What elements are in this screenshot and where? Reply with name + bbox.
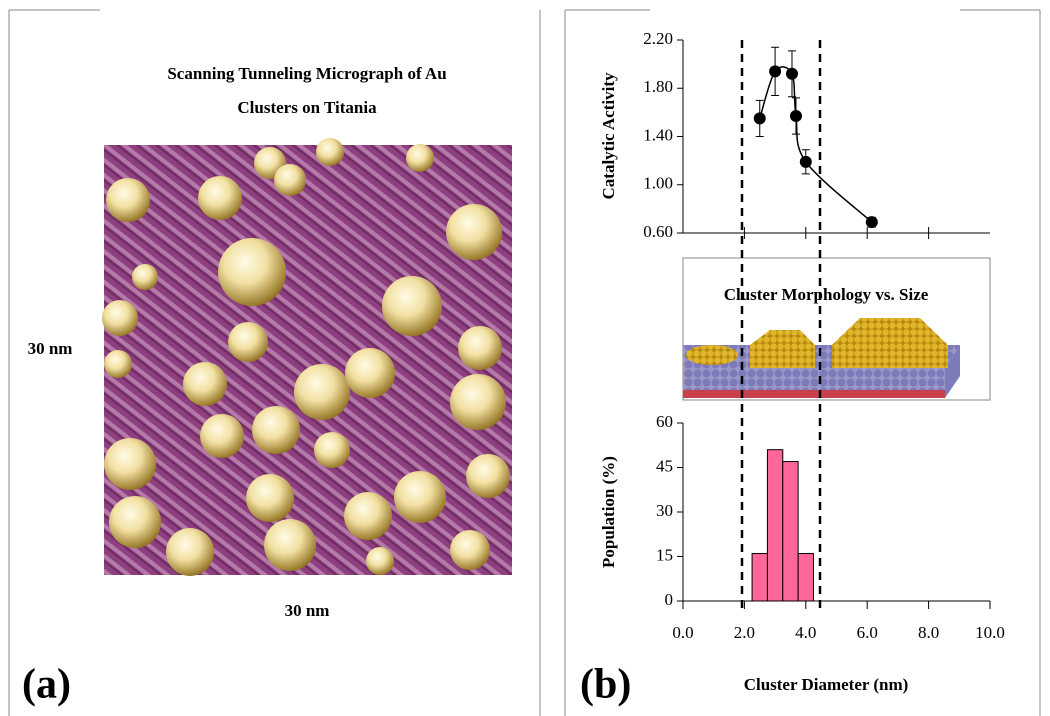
morphology-image [682, 257, 991, 401]
side-scale: 30 nm [28, 339, 73, 358]
x-tick-label: 6.0 [857, 623, 878, 642]
y-tick-label: 15 [656, 545, 673, 564]
y-tick-label: 30 [656, 501, 673, 520]
point [753, 112, 766, 125]
y-tick-label: 60 [656, 412, 673, 431]
bar [766, 449, 784, 602]
y-tick-label: 1.00 [643, 174, 673, 193]
panel-a-title: Clusters on Titania [237, 98, 377, 117]
morphology-title: Cluster Morphology vs. Size [724, 285, 929, 304]
x-tick-label: 0.0 [672, 623, 693, 642]
point [799, 155, 812, 168]
bottom-scale: 30 nm [285, 601, 330, 620]
y-axis-label: Population (%) [599, 456, 618, 568]
x-tick-label: 10.0 [975, 623, 1005, 642]
bar [782, 461, 799, 602]
point [769, 65, 782, 78]
y-axis-label: Catalytic Activity [599, 72, 618, 199]
bar [751, 553, 768, 602]
line [759, 66, 873, 223]
x-axis-label: Cluster Diameter (nm) [744, 675, 909, 694]
panel-label: (b) [580, 662, 631, 708]
bar [797, 553, 814, 602]
x-tick-label: 4.0 [795, 623, 816, 642]
y-tick-label: 0 [665, 590, 674, 609]
cutoff-lines [740, 40, 822, 612]
stm-image [102, 138, 512, 576]
x-tick-label: 8.0 [918, 623, 939, 642]
panel-label: (a) [22, 662, 71, 708]
y-tick-label: 2.20 [643, 29, 673, 48]
y-tick-label: 45 [656, 456, 673, 475]
y-tick-label: 1.80 [643, 77, 673, 96]
y-tick-label: 0.60 [643, 222, 673, 241]
point [785, 67, 798, 80]
x-tick-label: 2.0 [734, 623, 755, 642]
frames [8, 9, 1041, 716]
panel-a-title: Scanning Tunneling Micrograph of Au [167, 64, 446, 83]
y-tick-label: 1.40 [643, 125, 673, 144]
point [865, 216, 878, 229]
point [789, 109, 802, 122]
